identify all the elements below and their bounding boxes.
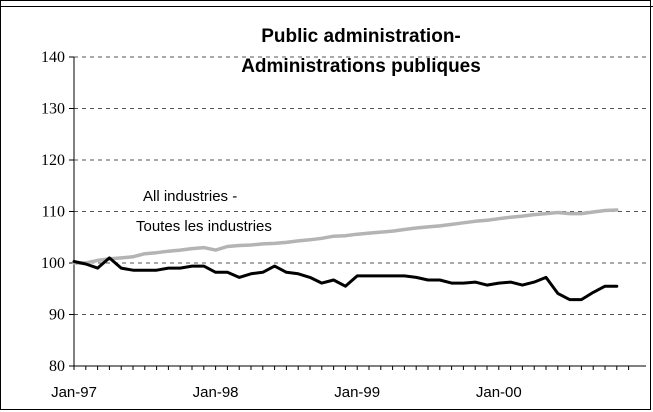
x-tick-label-jan-98: Jan-98: [193, 384, 239, 401]
annotation-line-2: Toutes les industries: [136, 218, 272, 235]
chart-title-line-1: Public administration-: [261, 26, 461, 47]
annotation-line-1: All industries -: [143, 188, 237, 205]
x-tick-label-jan-00: Jan-00: [476, 384, 522, 401]
y-tick-label-80: 80: [49, 358, 65, 375]
y-tick-label-100: 100: [41, 255, 65, 272]
x-tick-label-jan-99: Jan-99: [334, 384, 380, 401]
y-tick-label-130: 130: [41, 101, 65, 118]
y-tick-label-110: 110: [42, 204, 65, 221]
series-line-2: [72, 208, 619, 265]
x-tick-label-jan-97: Jan-97: [51, 384, 97, 401]
series-line-1: [72, 256, 619, 302]
top-border-line: [0, 6, 653, 7]
y-tick-label-120: 120: [41, 152, 65, 169]
y-tick-label-140: 140: [41, 49, 65, 66]
chart-title-line-2: Administrations publiques: [241, 56, 481, 77]
y-tick-label-90: 90: [49, 307, 65, 324]
